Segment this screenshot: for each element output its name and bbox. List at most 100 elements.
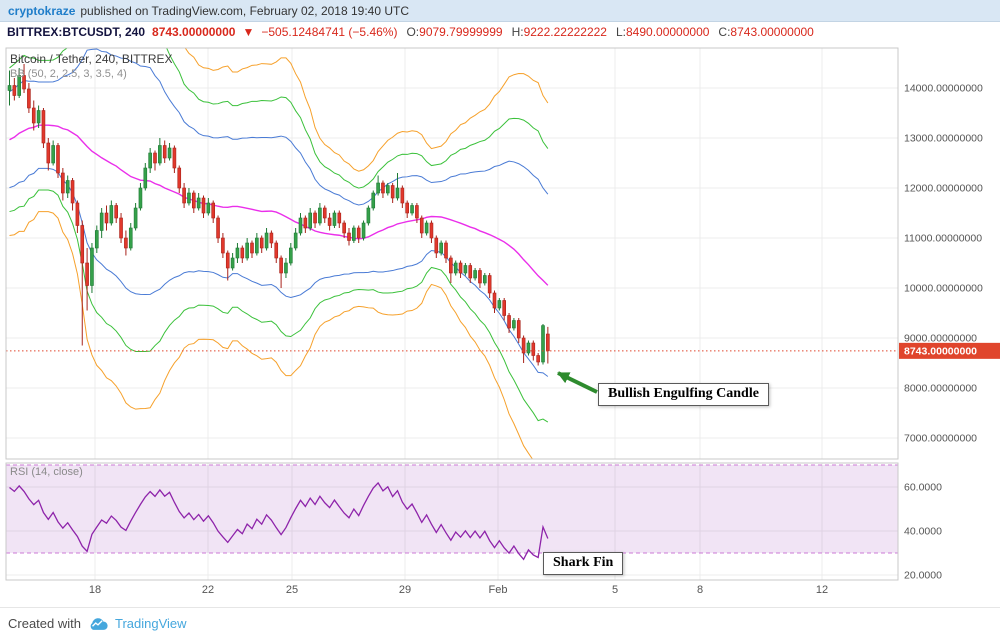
candle-body: [46, 142, 51, 164]
candle-body: [352, 227, 356, 241]
candle-body: [497, 300, 502, 309]
symbol-bar: BITTREX:BTCUSDT, 240 8743.00000000 ▼ −50…: [0, 22, 1000, 42]
price-axis-label: 9000.00000000: [904, 333, 977, 345]
ohlc-close-label: C:: [718, 25, 731, 39]
candle-body: [327, 217, 332, 226]
candle-body: [138, 187, 143, 209]
candle-body: [177, 167, 182, 189]
candle-body: [196, 197, 201, 209]
annotation-arrow: [557, 371, 598, 394]
candle-body: [216, 217, 220, 239]
price-axis-label: 12000.00000000: [904, 183, 983, 195]
candle-body: [128, 227, 133, 249]
candle-body: [240, 247, 245, 259]
candle-body: [507, 315, 511, 329]
bb-band-line: [9, 48, 549, 189]
candle-body: [400, 187, 405, 204]
candle-body: [259, 237, 264, 249]
bb-basis-line: [9, 124, 549, 286]
time-axis-label: Feb: [489, 584, 508, 596]
ohlc-open-value: 9079.79999999: [419, 25, 503, 39]
candle-body: [347, 232, 351, 241]
candle-body: [361, 222, 366, 239]
rsi-axis-label: 40.0000: [904, 526, 942, 538]
candle-body: [434, 237, 439, 254]
candle-body: [172, 147, 177, 169]
candle-body: [453, 262, 458, 274]
rsi-axis-label: 60.0000: [904, 482, 942, 494]
candle-body: [22, 75, 26, 90]
candle-body: [313, 212, 317, 224]
candle-body: [206, 202, 211, 214]
candle-body: [99, 212, 104, 231]
ohlc-low: L:8490.00000000: [616, 25, 709, 39]
candle-body: [201, 197, 206, 214]
candle-body: [90, 247, 94, 286]
candle-body: [288, 247, 293, 264]
annotation-bullish-engulfing: Bullish Engulfing Candle: [598, 383, 769, 406]
candle-body: [109, 205, 114, 224]
candle-body: [449, 257, 453, 274]
candle-body: [56, 145, 60, 174]
candle-body: [419, 217, 424, 234]
candle-body: [293, 232, 298, 249]
author-link[interactable]: cryptokraze: [8, 3, 76, 18]
price-axis-label: 10000.00000000: [904, 283, 983, 295]
rsi-line: [9, 481, 549, 561]
price-chart-canvas: 14000.00000000 13000.00000000 12000.000000…: [5, 47, 1000, 596]
candle-body: [463, 265, 468, 274]
publish-info: published on TradingView.com, February 0…: [80, 3, 410, 18]
ohlc-open-label: O:: [406, 25, 420, 39]
candle-body: [104, 212, 109, 224]
candle-body: [230, 257, 235, 269]
ohlc-low-value: 8490.00000000: [626, 25, 710, 39]
candle-body: [492, 292, 497, 309]
ohlc-close-value: 8743.00000000: [730, 25, 814, 39]
candle-body: [27, 88, 31, 109]
candle-body: [274, 242, 279, 259]
candle-body: [546, 333, 550, 352]
candle-body: [124, 237, 128, 249]
candle-body: [12, 85, 17, 96]
candle-body: [75, 202, 80, 226]
candle-body: [424, 222, 429, 234]
candle-body: [332, 212, 337, 226]
time-axis-label: 25: [286, 584, 298, 596]
price-axis-label: 8000.00000000: [904, 383, 977, 395]
candle-body: [468, 265, 473, 279]
candle-body: [70, 180, 75, 204]
rsi-band: [6, 465, 898, 553]
candle-body: [521, 337, 526, 354]
time-axis-label: 5: [612, 584, 618, 596]
price-axis-label: 13000.00000000: [904, 133, 983, 145]
candle-body: [390, 185, 395, 199]
candle-body: [337, 212, 342, 224]
annotation-shark-fin: Shark Fin: [543, 552, 624, 575]
candle-body: [410, 205, 414, 214]
candle-body: [211, 202, 215, 219]
candle-body: [284, 262, 288, 274]
candle-body: [376, 182, 380, 194]
candle-body: [487, 275, 492, 294]
candle-body: [61, 172, 65, 194]
candle-body: [158, 145, 162, 164]
tradingview-brand-link[interactable]: TradingView: [114, 616, 187, 631]
candle-body: [51, 145, 55, 164]
bollinger-bands: [9, 48, 549, 459]
ohlc-high-value: 9222.22222222: [523, 25, 607, 39]
candle-body: [36, 110, 41, 124]
publish-bar: cryptokraze published on TradingView.com…: [0, 0, 1000, 22]
ohlc-open: O:9079.79999999: [406, 25, 502, 39]
price-axis-label: 11000.00000000: [904, 233, 982, 245]
candle-body: [308, 212, 313, 229]
candle-body: [133, 207, 138, 229]
candle-body: [182, 187, 186, 204]
candle-body: [516, 320, 521, 339]
candle-body: [143, 167, 148, 189]
rsi-panel-border: [5, 462, 899, 581]
candle-body: [221, 237, 225, 254]
time-axis-label: 8: [697, 584, 703, 596]
candle-body: [225, 252, 230, 269]
candle-body: [322, 207, 327, 219]
time-axis-label: 18: [89, 584, 101, 596]
